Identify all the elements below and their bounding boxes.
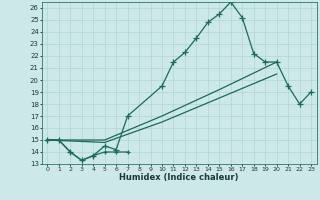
X-axis label: Humidex (Indice chaleur): Humidex (Indice chaleur) bbox=[119, 173, 239, 182]
